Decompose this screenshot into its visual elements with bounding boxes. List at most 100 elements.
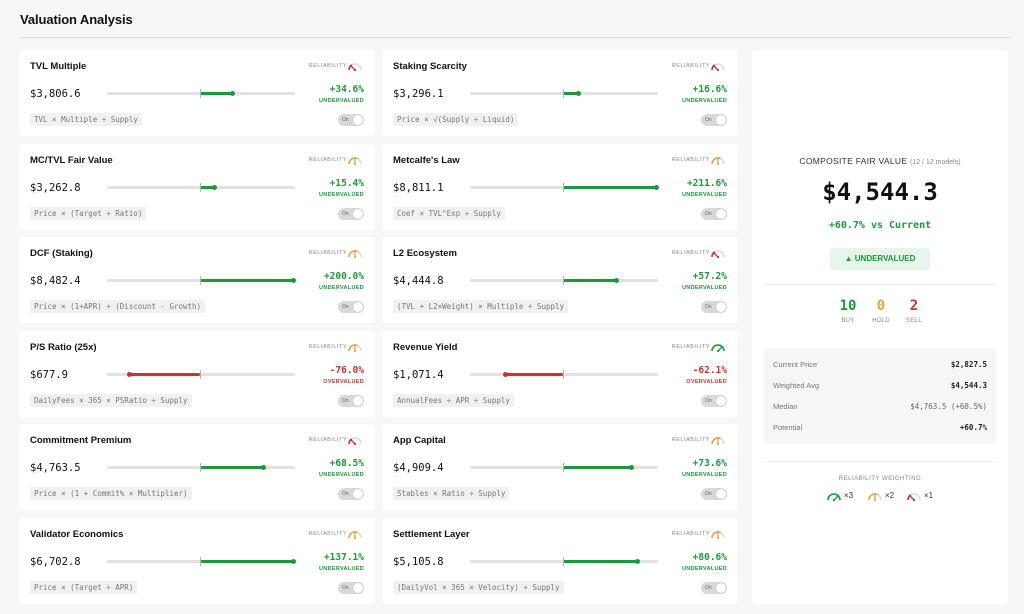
model-formula: TVL × Multiple ÷ Supply xyxy=(30,113,142,126)
model-name: DCF (Staking) xyxy=(30,248,93,259)
model-name: L2 Ecosystem xyxy=(393,248,457,259)
model-price: $677.9 xyxy=(30,369,68,381)
model-toggle[interactable]: On xyxy=(701,395,727,407)
model-price: $4,444.8 xyxy=(393,275,444,287)
deviation-fill xyxy=(200,186,215,189)
model-toggle[interactable]: On xyxy=(338,395,364,407)
composite-delta: +60.7% vs Current xyxy=(828,220,932,231)
stat-label: Potential xyxy=(773,423,803,432)
deviation-percent: -76.0% xyxy=(329,365,364,376)
valuation-status: UNDERVALUED xyxy=(682,566,727,572)
stat-row-potential: Potential +60.7% xyxy=(773,423,987,435)
toggle-label: On xyxy=(705,490,712,497)
deviation-percent: +34.6% xyxy=(329,84,364,95)
deviation-fill xyxy=(505,373,563,376)
toggle-label: On xyxy=(342,210,349,217)
model-price: $1,071.4 xyxy=(393,369,444,381)
deviation-track xyxy=(107,557,296,566)
model-toggle[interactable]: On xyxy=(338,114,364,126)
model-formula: AnnualFees ÷ APR ÷ Supply xyxy=(393,394,514,407)
deviation-fill xyxy=(563,560,638,563)
vote-count: 2 xyxy=(909,298,919,314)
valuation-status: UNDERVALUED xyxy=(319,285,364,291)
valuation-status: UNDERVALUED xyxy=(319,98,364,104)
valuation-status: UNDERVALUED xyxy=(682,98,727,104)
deviation-dot xyxy=(261,464,267,470)
model-name: Settlement Layer xyxy=(393,529,470,540)
deviation-fill xyxy=(200,560,293,563)
deviation-dot xyxy=(613,277,619,283)
reliability-label: RELIABILITY xyxy=(671,63,710,69)
toggle-knob xyxy=(716,302,726,312)
model-name: App Capital xyxy=(393,435,446,446)
deviation-center-marker xyxy=(563,89,564,98)
model-name: Revenue Yield xyxy=(393,342,458,353)
model-card: Staking Scarcity RELIABILITY $3,296.1 +16.6… xyxy=(382,50,738,136)
valuation-status: OVERVALUED xyxy=(686,379,727,385)
model-card: DCF (Staking) RELIABILITY $8,482.4 +200.0% U… xyxy=(19,237,375,323)
model-name: Staking Scarcity xyxy=(393,61,467,72)
deviation-track xyxy=(107,183,295,192)
model-card: Commitment Premium RELIABILITY $4,763.5 +68… xyxy=(19,424,375,510)
model-card: TVL Multiple RELIABILITY $3,806.6 +34.6% UND… xyxy=(19,50,375,136)
deviation-fill xyxy=(129,373,200,376)
deviation-fill xyxy=(200,279,293,282)
deviation-fill xyxy=(563,186,656,189)
model-price: $3,806.6 xyxy=(30,88,81,100)
toggle-label: On xyxy=(342,584,349,591)
model-toggle[interactable]: On xyxy=(338,488,364,500)
deviation-track xyxy=(107,370,295,379)
composite-panel: COMPOSITE FAIR VALUE (12 / 12 models) $4… xyxy=(752,50,1008,604)
model-formula: Price × (1 + Commit% × Multiplier) xyxy=(30,487,192,500)
model-formula: (DailyVol × 365 × Velocity) ÷ Supply xyxy=(393,581,564,594)
gauge-low-icon xyxy=(907,493,921,501)
model-card: Revenue Yield RELIABILITY $1,071.4 -62.1% OV… xyxy=(382,331,738,417)
stat-label: Weighted Avg xyxy=(773,381,820,390)
model-toggle[interactable]: On xyxy=(338,301,364,313)
model-price: $3,262.8 xyxy=(30,182,81,194)
stat-label: Median xyxy=(773,402,798,411)
model-formula: Price × (1+APR) ÷ (Discount - Growth) xyxy=(30,300,206,313)
model-price: $5,105.8 xyxy=(393,556,444,568)
model-toggle[interactable]: On xyxy=(701,208,727,220)
weight-label: ×3 xyxy=(844,491,854,500)
toggle-knob xyxy=(716,396,726,406)
vote-count: 10 xyxy=(839,298,857,314)
model-toggle[interactable]: On xyxy=(701,301,727,313)
model-formula: Price × (Target ÷ APR) xyxy=(30,581,138,594)
deviation-dot xyxy=(290,277,296,283)
valuation-status: UNDERVALUED xyxy=(682,192,727,198)
deviation-percent: +57.2% xyxy=(692,271,727,282)
model-toggle[interactable]: On xyxy=(338,208,364,220)
deviation-center-marker xyxy=(200,463,201,472)
toggle-knob xyxy=(353,489,363,499)
model-toggle[interactable]: On xyxy=(701,114,727,126)
reliability-gauge-icon xyxy=(711,250,725,258)
model-toggle[interactable]: On xyxy=(701,582,727,594)
toggle-label: On xyxy=(342,490,349,497)
deviation-center-marker xyxy=(200,276,201,285)
reliability-label: RELIABILITY xyxy=(308,531,347,537)
model-price: $8,482.4 xyxy=(30,275,81,287)
deviation-track xyxy=(107,89,295,98)
deviation-fill xyxy=(200,466,264,469)
deviation-percent: +15.4% xyxy=(329,178,364,189)
reliability-label: RELIABILITY xyxy=(671,531,710,537)
model-toggle[interactable]: On xyxy=(338,582,364,594)
deviation-track xyxy=(470,89,658,98)
deviation-dot xyxy=(635,558,641,564)
stat-value: $4,763.5 (+68.5%) xyxy=(910,402,987,411)
model-toggle[interactable]: On xyxy=(701,488,727,500)
toggle-knob xyxy=(353,583,363,593)
reliability-label: RELIABILITY xyxy=(308,63,347,69)
toggle-knob xyxy=(716,115,726,125)
model-formula: DailyFees × 365 × PSRatio ÷ Supply xyxy=(30,394,192,407)
model-card: Validator Economics RELIABILITY $6,702.8 +1… xyxy=(19,518,375,604)
model-card: P/S Ratio (25x) RELIABILITY $677.9 -76.0% OV… xyxy=(19,331,375,417)
valuation-status: UNDERVALUED xyxy=(682,285,727,291)
reliability-gauge-icon xyxy=(711,63,725,71)
stat-label: Current Price xyxy=(773,360,818,369)
model-name: MC/TVL Fair Value xyxy=(30,155,113,166)
reliability-label: RELIABILITY xyxy=(308,437,347,443)
weight-label: ×2 xyxy=(885,491,895,500)
